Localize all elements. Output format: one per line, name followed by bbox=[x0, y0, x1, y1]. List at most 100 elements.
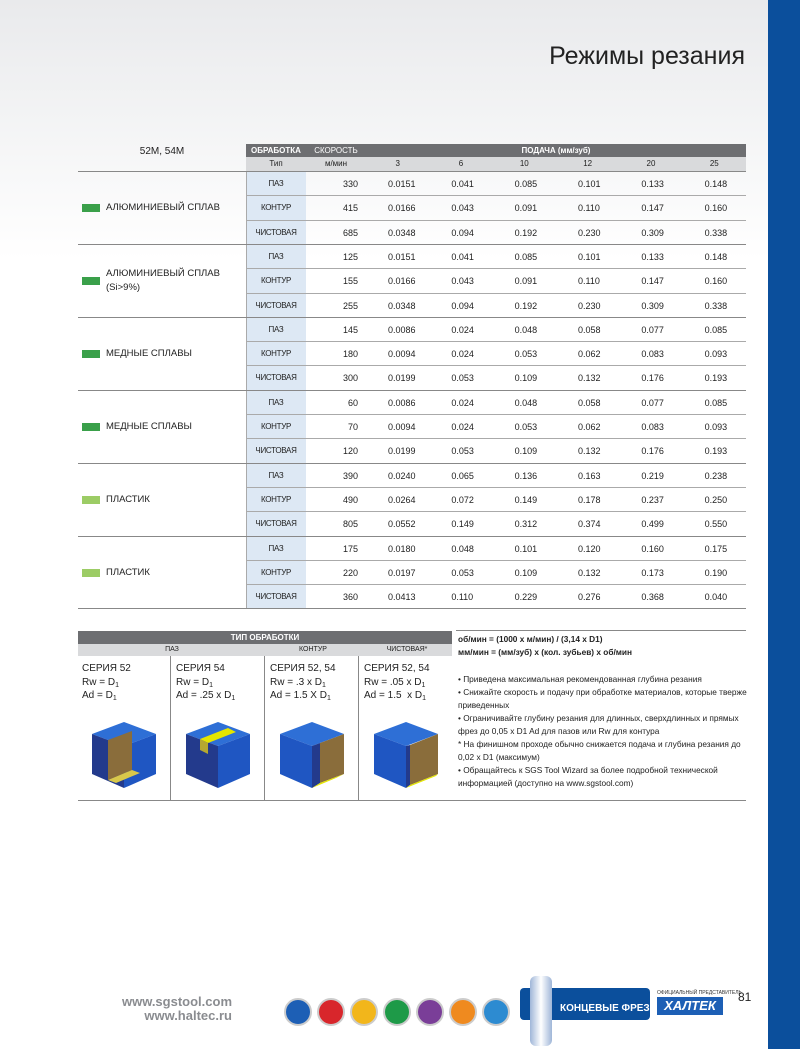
feed-cell: 0.072 bbox=[451, 494, 474, 505]
speed-cell: 145 bbox=[342, 324, 358, 335]
subhead-cell: 6 bbox=[458, 159, 464, 168]
slot-illustration bbox=[186, 722, 250, 788]
material-text: МЕДНЫЕ СПЛАВЫ bbox=[106, 347, 192, 361]
feed-cell: 0.109 bbox=[514, 373, 538, 384]
card-text: Rw = D bbox=[176, 677, 210, 688]
type-cell: КОНТУР bbox=[246, 487, 306, 512]
card-sub: 1 bbox=[326, 695, 331, 702]
feed-cell: 0.0094 bbox=[388, 422, 416, 432]
feed-cell: 0.043 bbox=[451, 203, 474, 214]
note-item: • Ограничивайте глубину резания для длин… bbox=[458, 713, 739, 736]
group-line bbox=[78, 316, 746, 318]
head-cell: СКОРОСТЬ bbox=[314, 146, 358, 155]
feed-cell: 0.065 bbox=[451, 470, 474, 481]
feed-cell: 0.237 bbox=[641, 494, 664, 505]
subhead-cell: м/мин bbox=[324, 159, 348, 168]
feed-cell: 0.085 bbox=[704, 397, 728, 408]
slot-illustration bbox=[92, 722, 156, 788]
col-line bbox=[246, 512, 247, 537]
machining-column: ПАЗ bbox=[165, 646, 179, 653]
col-line bbox=[246, 439, 247, 464]
feed-cell: 0.250 bbox=[704, 494, 728, 505]
feed-cell: 0.276 bbox=[578, 592, 601, 603]
group-line bbox=[78, 243, 746, 245]
feed-cell: 0.043 bbox=[451, 276, 474, 287]
feed-cell: 0.024 bbox=[451, 324, 474, 335]
feed-cell: 0.053 bbox=[451, 373, 474, 384]
row-line bbox=[246, 195, 746, 197]
feed-cell: 0.058 bbox=[578, 324, 601, 335]
feed-cell: 0.110 bbox=[578, 203, 600, 214]
speed-cell: 490 bbox=[342, 494, 358, 505]
finish-illustration bbox=[374, 722, 438, 788]
material-label: АЛЮМИНИЕВЫЙ СПЛАВ (Si>9%) bbox=[78, 245, 246, 318]
material-label: ПЛАСТИК bbox=[78, 464, 246, 537]
machining-bottom bbox=[78, 800, 746, 801]
feed-cell: 0.176 bbox=[641, 373, 664, 384]
material-swatch bbox=[82, 568, 100, 577]
notes: об/мин = (1000 x м/мин) / (3,14 x D1) мм/… bbox=[456, 630, 748, 790]
feed-cell: 0.093 bbox=[704, 349, 728, 360]
type-cell: КОНТУР bbox=[246, 269, 306, 294]
material-label: ПЛАСТИК bbox=[78, 537, 246, 610]
card-line: Rw = D1 bbox=[82, 676, 119, 692]
feed-cell: 0.093 bbox=[704, 422, 728, 432]
feed-cell: 0.550 bbox=[704, 519, 728, 530]
feed-cell: 0.053 bbox=[451, 446, 474, 457]
feed-cell: 0.230 bbox=[578, 300, 601, 311]
feed-cell: 0.368 bbox=[641, 592, 664, 603]
page-number: 81 bbox=[738, 990, 752, 1004]
material-text: ПЛАСТИК bbox=[106, 493, 150, 507]
subhead-cell: Тип bbox=[269, 159, 283, 168]
feed-cell: 0.077 bbox=[641, 324, 664, 335]
feed-cell: 0.062 bbox=[578, 349, 601, 360]
feed-cell: 0.0348 bbox=[388, 227, 416, 238]
feed-cell: 0.053 bbox=[451, 567, 474, 578]
feed-cell: 0.178 bbox=[578, 494, 601, 505]
material-line: АЛЮМИНИЕВЫЙ СПЛАВ bbox=[106, 268, 220, 280]
machining-block: ТИП ОБРАБОТКИ ПАЗ КОНТУР ЧИСТОВАЯ* СЕРИЯ 52 R… bbox=[78, 630, 748, 801]
feed-cell: 0.0094 bbox=[388, 349, 416, 360]
row-line bbox=[246, 341, 746, 343]
feed-cell: 0.193 bbox=[704, 373, 728, 384]
material-swatch bbox=[82, 350, 100, 359]
machining-subbar bbox=[78, 644, 452, 656]
type-cell: ПАЗ bbox=[246, 172, 306, 196]
col-line bbox=[246, 196, 247, 221]
feed-cell: 0.132 bbox=[578, 446, 601, 457]
card-text: Ad = 1.5 x D bbox=[364, 690, 423, 701]
feed-cell: 0.0197 bbox=[388, 567, 416, 578]
feed-cell: 0.132 bbox=[578, 373, 601, 384]
material-label: МЕДНЫЕ СПЛАВЫ bbox=[78, 318, 246, 391]
feed-cell: 0.0240 bbox=[388, 470, 416, 481]
type-cell: ЧИСТОВАЯ bbox=[246, 585, 306, 610]
feed-cell: 0.110 bbox=[451, 592, 474, 603]
machining-title: ТИП ОБРАБОТКИ bbox=[78, 631, 452, 644]
type-cell: ПАЗ bbox=[246, 536, 306, 561]
type-cell: КОНТУР bbox=[246, 560, 306, 585]
feed-cell: 0.136 bbox=[514, 470, 538, 481]
col-line bbox=[246, 220, 247, 245]
col-line bbox=[246, 172, 247, 197]
row-line bbox=[246, 292, 746, 294]
group-line bbox=[78, 389, 746, 391]
type-cell: ЧИСТОВАЯ bbox=[246, 293, 306, 318]
card-series: СЕРИЯ 52, 54 bbox=[364, 663, 430, 674]
material-line: МЕДНЫЕ СПЛАВЫ bbox=[106, 421, 192, 433]
subhead-cell: 3 bbox=[395, 159, 400, 168]
col-line bbox=[246, 390, 247, 415]
tool-shape bbox=[530, 976, 552, 1046]
feed-cell: 0.0166 bbox=[388, 203, 416, 214]
feed-cell: 0.148 bbox=[704, 251, 728, 262]
card-line: Ad = D1 bbox=[82, 689, 117, 705]
speed-cell: 120 bbox=[342, 446, 358, 457]
feed-cell: 0.0413 bbox=[388, 592, 416, 603]
card-sub: 1 bbox=[115, 682, 119, 689]
material-text: ПЛАСТИК bbox=[106, 566, 150, 580]
type-cell: ЧИСТОВАЯ bbox=[246, 512, 306, 537]
material-label: МЕДНЫЕ СПЛАВЫ bbox=[78, 391, 246, 464]
card-line: Ad = 1.5 x D1 bbox=[364, 689, 426, 705]
material-swatch bbox=[82, 204, 100, 213]
feed-cell: 0.0552 bbox=[388, 519, 416, 530]
